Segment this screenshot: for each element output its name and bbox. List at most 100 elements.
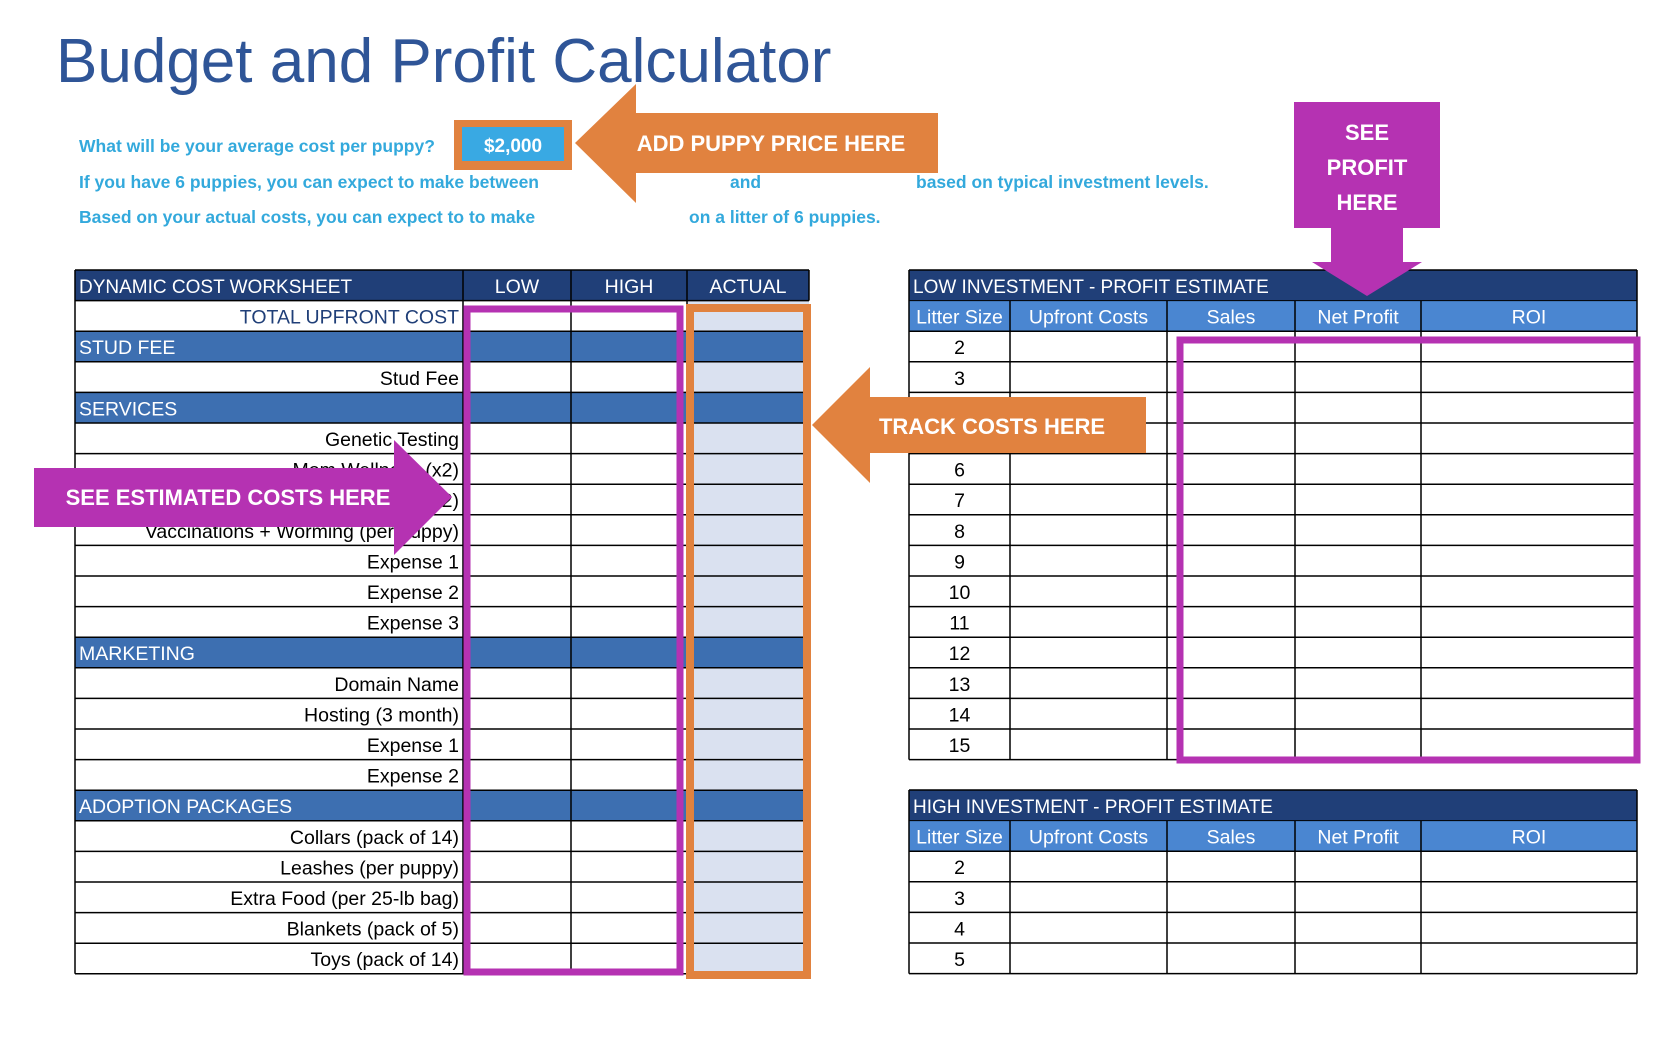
upfront-costs-cell[interactable] <box>1011 607 1166 637</box>
actual-cost-cell[interactable] <box>687 943 809 974</box>
actual-cost-cell[interactable] <box>687 851 809 882</box>
roi-cell[interactable] <box>1422 913 1636 942</box>
sales-cell[interactable] <box>1168 332 1294 361</box>
low-cost-cell[interactable] <box>464 944 570 973</box>
high-cost-cell[interactable] <box>572 883 686 912</box>
actual-cost-cell[interactable] <box>687 423 809 454</box>
high-cost-cell[interactable] <box>572 944 686 973</box>
roi-cell[interactable] <box>1422 699 1636 728</box>
roi-cell[interactable] <box>1422 393 1636 422</box>
actual-cost-cell[interactable] <box>687 698 809 729</box>
net-profit-cell[interactable] <box>1296 332 1420 361</box>
sales-cell[interactable] <box>1168 485 1294 514</box>
sales-cell[interactable] <box>1168 882 1294 912</box>
roi-cell[interactable] <box>1422 852 1636 881</box>
low-cost-cell[interactable] <box>464 852 570 881</box>
sales-cell[interactable] <box>1168 699 1294 728</box>
net-profit-cell[interactable] <box>1296 699 1420 728</box>
roi-cell[interactable] <box>1422 546 1636 575</box>
actual-cost-cell[interactable] <box>687 545 809 576</box>
low-cost-cell[interactable] <box>464 699 570 728</box>
sales-cell[interactable] <box>1168 668 1294 698</box>
low-cost-cell[interactable] <box>464 730 570 759</box>
high-cost-cell[interactable] <box>572 424 686 453</box>
sales-cell[interactable] <box>1168 454 1294 484</box>
net-profit-cell[interactable] <box>1296 577 1420 606</box>
net-profit-cell[interactable] <box>1296 668 1420 698</box>
upfront-costs-cell[interactable] <box>1011 944 1166 973</box>
actual-cost-cell[interactable] <box>687 667 809 699</box>
price-input[interactable] <box>462 127 564 161</box>
actual-cost-cell[interactable] <box>687 606 809 638</box>
net-profit-cell[interactable] <box>1296 454 1420 484</box>
low-cost-cell[interactable] <box>464 577 570 606</box>
roi-cell[interactable] <box>1422 332 1636 361</box>
sales-cell[interactable] <box>1168 393 1294 422</box>
low-cost-cell[interactable] <box>464 913 570 943</box>
roi-cell[interactable] <box>1422 730 1636 759</box>
upfront-costs-cell[interactable] <box>1011 668 1166 698</box>
sales-cell[interactable] <box>1168 638 1294 667</box>
actual-cost-cell[interactable] <box>687 912 809 944</box>
low-cost-cell[interactable] <box>464 515 570 545</box>
low-cost-cell[interactable] <box>464 485 570 514</box>
net-profit-cell[interactable] <box>1296 944 1420 973</box>
low-cost-cell[interactable] <box>464 362 570 392</box>
net-profit-cell[interactable] <box>1296 730 1420 759</box>
actual-cost-cell[interactable] <box>687 729 809 760</box>
high-cost-cell[interactable] <box>572 362 686 392</box>
roi-cell[interactable] <box>1422 454 1636 484</box>
roi-cell[interactable] <box>1422 485 1636 514</box>
net-profit-cell[interactable] <box>1296 424 1420 453</box>
actual-cost-cell[interactable] <box>687 882 809 913</box>
roi-cell[interactable] <box>1422 944 1636 973</box>
high-cost-cell[interactable] <box>572 546 686 575</box>
net-profit-cell[interactable] <box>1296 393 1420 422</box>
roi-cell[interactable] <box>1422 638 1636 667</box>
sales-cell[interactable] <box>1168 362 1294 392</box>
upfront-costs-cell[interactable] <box>1011 913 1166 942</box>
high-cost-cell[interactable] <box>572 913 686 943</box>
high-cost-cell[interactable] <box>572 668 686 698</box>
sales-cell[interactable] <box>1168 852 1294 881</box>
roi-cell[interactable] <box>1422 424 1636 453</box>
sales-cell[interactable] <box>1168 607 1294 637</box>
net-profit-cell[interactable] <box>1296 546 1420 575</box>
actual-cost-cell[interactable] <box>687 820 809 852</box>
low-cost-cell[interactable] <box>464 883 570 912</box>
roi-cell[interactable] <box>1422 577 1636 606</box>
upfront-costs-cell[interactable] <box>1011 546 1166 575</box>
low-cost-cell[interactable] <box>464 546 570 575</box>
sales-cell[interactable] <box>1168 546 1294 575</box>
sales-cell[interactable] <box>1168 913 1294 942</box>
net-profit-cell[interactable] <box>1296 882 1420 912</box>
high-cost-cell[interactable] <box>572 515 686 545</box>
roi-cell[interactable] <box>1422 362 1636 392</box>
net-profit-cell[interactable] <box>1296 852 1420 881</box>
actual-cost-cell[interactable] <box>687 453 809 485</box>
actual-cost-cell[interactable] <box>687 576 809 607</box>
high-cost-cell[interactable] <box>572 607 686 637</box>
actual-cost-cell[interactable] <box>687 514 809 546</box>
high-cost-cell[interactable] <box>572 699 686 728</box>
high-cost-cell[interactable] <box>572 852 686 881</box>
actual-cost-cell[interactable] <box>687 759 809 791</box>
high-cost-cell[interactable] <box>572 485 686 514</box>
upfront-costs-cell[interactable] <box>1011 882 1166 912</box>
sales-cell[interactable] <box>1168 577 1294 606</box>
upfront-costs-cell[interactable] <box>1011 699 1166 728</box>
high-cost-cell[interactable] <box>572 454 686 484</box>
net-profit-cell[interactable] <box>1296 638 1420 667</box>
high-cost-cell[interactable] <box>572 577 686 606</box>
roi-cell[interactable] <box>1422 607 1636 637</box>
net-profit-cell[interactable] <box>1296 515 1420 545</box>
roi-cell[interactable] <box>1422 882 1636 912</box>
low-cost-cell[interactable] <box>464 668 570 698</box>
high-cost-cell[interactable] <box>572 730 686 759</box>
net-profit-cell[interactable] <box>1296 913 1420 942</box>
high-cost-cell[interactable] <box>572 821 686 851</box>
net-profit-cell[interactable] <box>1296 485 1420 514</box>
sales-cell[interactable] <box>1168 730 1294 759</box>
low-cost-cell[interactable] <box>464 454 570 484</box>
sales-cell[interactable] <box>1168 424 1294 453</box>
